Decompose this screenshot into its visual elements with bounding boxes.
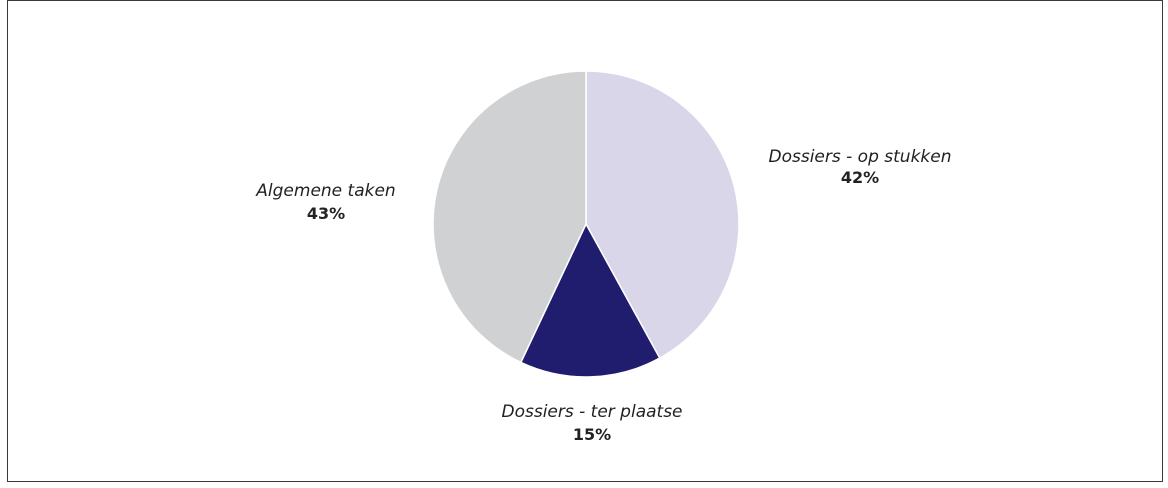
slice-label-op-stukken: Dossiers - op stukken <box>769 147 952 167</box>
slice-ter-plaatse <box>519 222 661 378</box>
slice-value-algemene-taken: 43% <box>307 204 345 223</box>
slice-value-ter-plaatse: 15% <box>573 425 611 444</box>
slice-algemene-taken <box>432 70 587 364</box>
slice-label-ter-plaatse: Dossiers - ter plaatse <box>501 402 682 422</box>
slice-op-stukken <box>585 70 740 360</box>
slice-label-algemene-taken: Algemene taken <box>255 181 395 201</box>
slice-value-op-stukken: 42% <box>841 168 879 187</box>
pie-slices <box>432 70 740 378</box>
